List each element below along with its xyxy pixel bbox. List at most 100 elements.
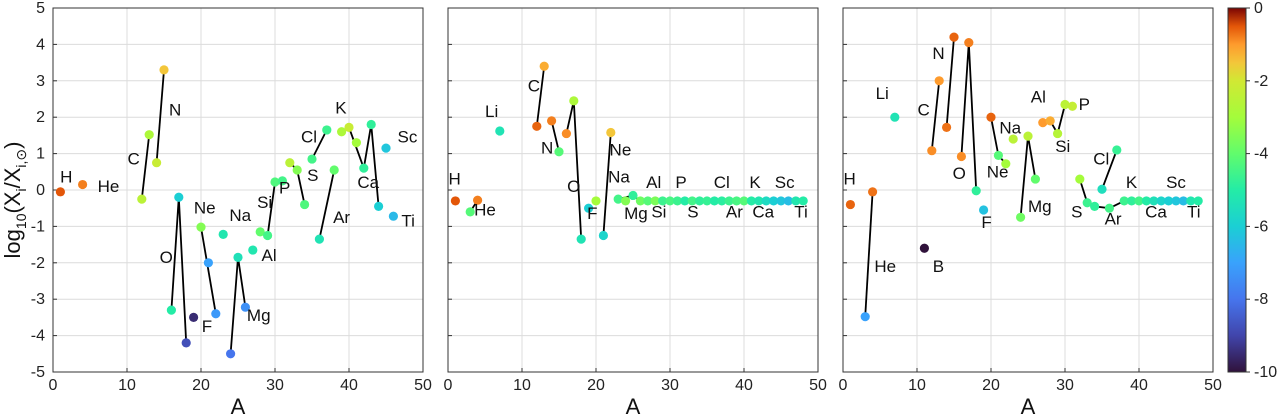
element-label: K [335,99,347,118]
element-label: C [918,100,930,119]
element-label: H [449,170,461,189]
element-label: S [307,166,318,185]
data-point [769,196,779,206]
colorbar-gradient [1227,7,1247,373]
isotope-chain-line [1101,149,1118,190]
data-point [263,230,273,241]
y-tick-label: -5 [31,364,45,381]
x-tick-label: 20 [982,377,1000,394]
data-point [993,150,1004,161]
isotope-chain-line [311,129,328,160]
y-tick-label: -1 [31,218,45,235]
y-tick-label: 4 [36,36,45,53]
data-point [606,127,616,138]
data-point [1097,184,1107,194]
data-point [868,187,878,197]
element-label: H [844,170,856,189]
data-point [942,122,952,132]
data-point [964,37,974,48]
element-label: Ca [1145,202,1167,221]
data-point [927,146,937,156]
data-point [388,211,398,221]
data-point [181,338,191,348]
data-point [285,158,295,168]
data-point [956,151,967,162]
data-point [986,112,996,122]
data-point [473,195,483,205]
data-point [695,196,705,206]
data-point [314,234,324,244]
data-point [732,196,742,206]
element-label: Ar [726,202,743,221]
data-point [1075,174,1085,184]
element-label: Cl [1093,150,1109,169]
data-point [1104,203,1114,213]
isotope-chain-line [945,37,955,128]
element-label: Si [257,193,272,212]
element-label: Al [1031,88,1046,107]
x-tick-label: 50 [414,377,432,394]
data-point [1008,134,1018,144]
x-tick-label: 50 [1204,377,1222,394]
x-tick-label: 0 [839,377,848,394]
data-point [1141,196,1151,206]
data-point [277,176,287,186]
data-point [203,258,213,268]
data-point [1038,118,1048,128]
element-label: Na [999,119,1021,138]
x-tick-label: 10 [118,377,136,394]
data-point [465,207,475,217]
x-tick-label: 0 [49,377,58,394]
element-label: Na [229,206,251,225]
element-label: Ti [401,211,415,230]
element-label: N [541,139,553,158]
data-point [845,199,856,210]
panel-left-chart: 0 10 20 30 40 50 A -5 -4 -3 -2 -1 0 1 2 3 4 5 H He C N O F Ne Na M… [31,0,432,418]
data-point [791,196,801,206]
x-tick-label: 50 [809,377,827,394]
y-tick-label: -2 [31,255,45,272]
element-label: N [169,100,181,119]
isotope-chain-line [348,124,380,207]
data-point [381,143,391,153]
data-point [450,196,460,206]
element-label: P [1079,95,1090,114]
element-label: Ca [752,202,774,221]
data-point [152,158,162,168]
data-point [1156,196,1166,206]
element-label: O [953,164,966,183]
colorbar-tick-label: -8 [1254,291,1268,308]
data-point [1178,196,1188,206]
x-tick-label: 10 [908,377,926,394]
data-point [798,196,808,206]
data-point [1112,145,1122,155]
isotope-chain-line [535,66,546,127]
y-axis-label: log10(Xi/Xi,⊙) [0,142,29,259]
isotope-chain-line [565,100,583,240]
isotope-chain-line [602,132,612,236]
element-label: He [874,257,896,276]
x-tick-label: 30 [266,377,284,394]
element-label: H [60,168,72,187]
y-tick-label: -3 [31,291,45,308]
data-point [569,96,579,106]
data-point [1186,196,1196,206]
data-point [621,196,631,206]
isotope-chain-line [140,134,151,200]
data-point [329,165,339,175]
colorbar-ticks: 0 -2 -4 -6 -8 -10 [1246,0,1277,381]
element-label: Li [485,102,498,121]
data-point [144,130,154,140]
y-tick-label: -4 [31,328,45,345]
data-point [211,309,221,319]
data-point [1171,196,1181,206]
colorbar-tick-label: -10 [1254,364,1277,381]
data-point [591,196,601,206]
element-label: K [1126,173,1138,192]
data-point [233,252,243,262]
x-tick-label: 20 [587,377,605,394]
data-point [1119,196,1129,206]
element-label: Cl [301,128,317,147]
data-point [1164,196,1174,206]
data-point [1016,212,1026,222]
